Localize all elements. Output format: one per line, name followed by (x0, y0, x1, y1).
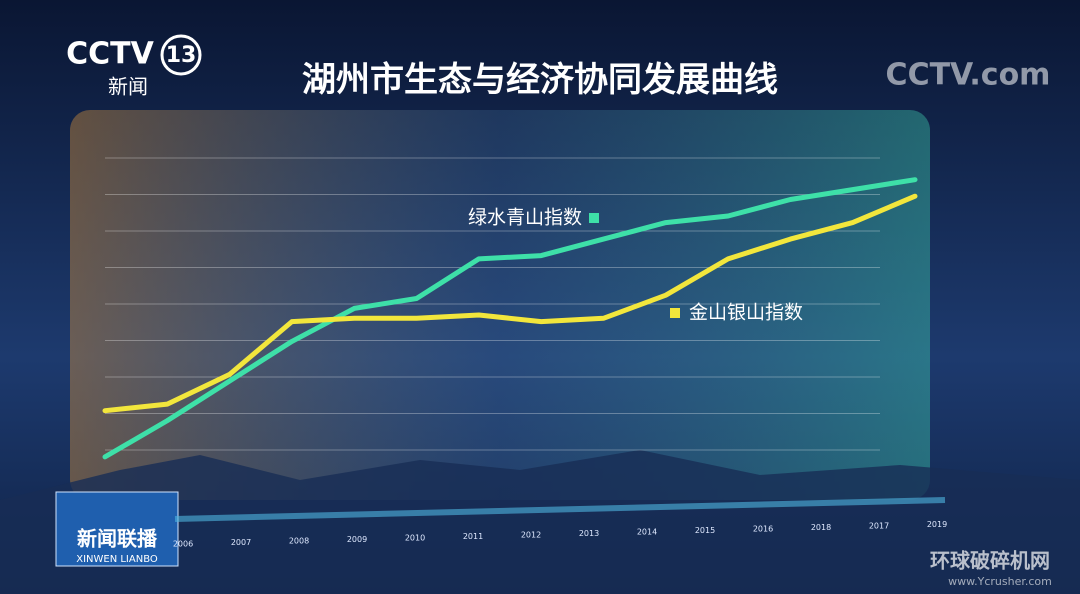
series-line (102, 177, 918, 460)
glow (70, 110, 930, 500)
x-tick-label: 2008 (289, 537, 309, 546)
series-line (102, 193, 918, 414)
x-tick-label: 2013 (579, 529, 599, 538)
x-tick-label: 2006 (173, 540, 193, 549)
watermark: CCTV.com (886, 58, 1051, 93)
x-tick-label: 2019 (927, 520, 947, 529)
logo-channel: CCTV (66, 37, 154, 72)
x-tick-label: 2011 (463, 532, 483, 541)
x-tick-label: 2007 (231, 538, 251, 547)
x-tick-label: 2010 (405, 534, 425, 543)
logo-number: 13 (166, 43, 197, 68)
x-tick-label: 2014 (637, 528, 657, 537)
logo-subtitle: 新闻 (108, 75, 148, 99)
mountains (0, 450, 1080, 594)
program-pinyin: XINWEN LIANBO (76, 554, 158, 565)
logo-ring (160, 34, 202, 76)
chart-title: 湖州市生态与经济协同发展曲线 (302, 60, 778, 100)
site-url: www.Ycrusher.com (948, 575, 1052, 588)
x-tick-label: 2017 (869, 522, 889, 531)
x-tick-label: 2012 (521, 531, 541, 540)
program-name: 新闻联播 (77, 527, 158, 551)
legend-label: 绿水青山指数 (468, 207, 582, 229)
x-tick-label: 2015 (695, 526, 715, 535)
x-tick-label: 2016 (753, 525, 773, 534)
site-name: 环球破碎机网 (930, 549, 1050, 573)
legend-swatch (670, 308, 680, 318)
x-tick-label: 2018 (811, 523, 831, 532)
timeline (174, 497, 946, 522)
legend-swatch (589, 213, 599, 223)
x-tick-label: 2009 (347, 535, 367, 544)
program-badge (55, 491, 179, 567)
legend-label: 金山银山指数 (689, 302, 803, 324)
